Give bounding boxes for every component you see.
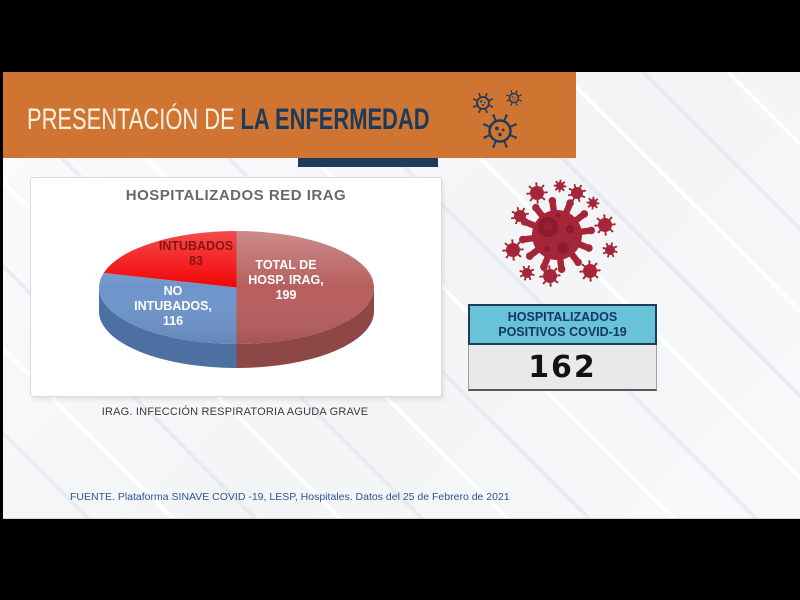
virus-particle <box>519 197 595 273</box>
title-underline-bar <box>298 158 438 167</box>
stats-value-box: 162 <box>468 345 657 391</box>
letterbox-bottom-bar <box>0 518 800 600</box>
slide-title-regular: PRESENTACIÓN DE <box>27 103 235 136</box>
virus-particle <box>526 182 548 204</box>
virus-outline-icons <box>473 90 522 148</box>
pie-sheen <box>99 231 374 344</box>
virus-particle <box>586 196 600 210</box>
chart-caption: IRAG. INFECCIÓN RESPIRATORIA AGUDA GRAVE <box>101 406 369 418</box>
stats-label-line1: HOSPITALIZADOS <box>507 309 618 324</box>
stats-label-box: HOSPITALIZADOS POSITIVOS COVID-19 <box>468 304 657 345</box>
virus-particle <box>602 242 618 258</box>
pie-slice-side <box>99 287 237 368</box>
virus-outline-icon <box>473 93 493 113</box>
virus-particle <box>519 265 535 281</box>
virus-particle <box>579 260 601 282</box>
stats-label-line2: POSITIVOS COVID-19 <box>498 324 627 339</box>
stats-value: 162 <box>528 349 597 385</box>
virus-particle <box>553 179 567 193</box>
chart-title: HOSPITALIZADOS RED IRAG <box>125 187 347 204</box>
letterbox-left-strip <box>0 0 3 600</box>
chart-card: HOSPITALIZADOS RED IRAG INTUBADOS 83 NO … <box>30 177 442 397</box>
pie-chart <box>99 231 374 368</box>
slide-title-accent: LA ENFERMEDAD <box>240 103 430 136</box>
virus-particle <box>502 239 524 261</box>
virus-particle <box>568 184 586 202</box>
pie-slice-label-no-intubados: NO INTUBADOS, 116 <box>134 284 212 328</box>
virus-outline-icon <box>483 114 517 148</box>
source-footer: FUENTE. Plataforma SINAVE COVID -19, LES… <box>70 491 510 503</box>
virus-particle <box>594 214 616 236</box>
virus-particle <box>511 207 529 225</box>
virus-particle <box>539 265 561 287</box>
letterbox-top-bar <box>0 0 800 72</box>
virus-icon <box>502 179 618 287</box>
pie-slice-label-intubados: INTUBADOS 83 <box>158 239 234 268</box>
slide-title: PRESENTACIÓN DE LA ENFERMEDAD <box>27 105 430 135</box>
pie-slice-side <box>236 287 374 368</box>
pie-slice-label-total: TOTAL DE HOSP. IRAG, 199 <box>248 258 324 302</box>
virus-outline-icon <box>506 90 522 106</box>
header-banner: PRESENTACIÓN DE LA ENFERMEDAD <box>3 72 576 158</box>
presentation-slide: PRESENTACIÓN DE LA ENFERMEDAD HOSPITALIZA… <box>3 72 800 519</box>
